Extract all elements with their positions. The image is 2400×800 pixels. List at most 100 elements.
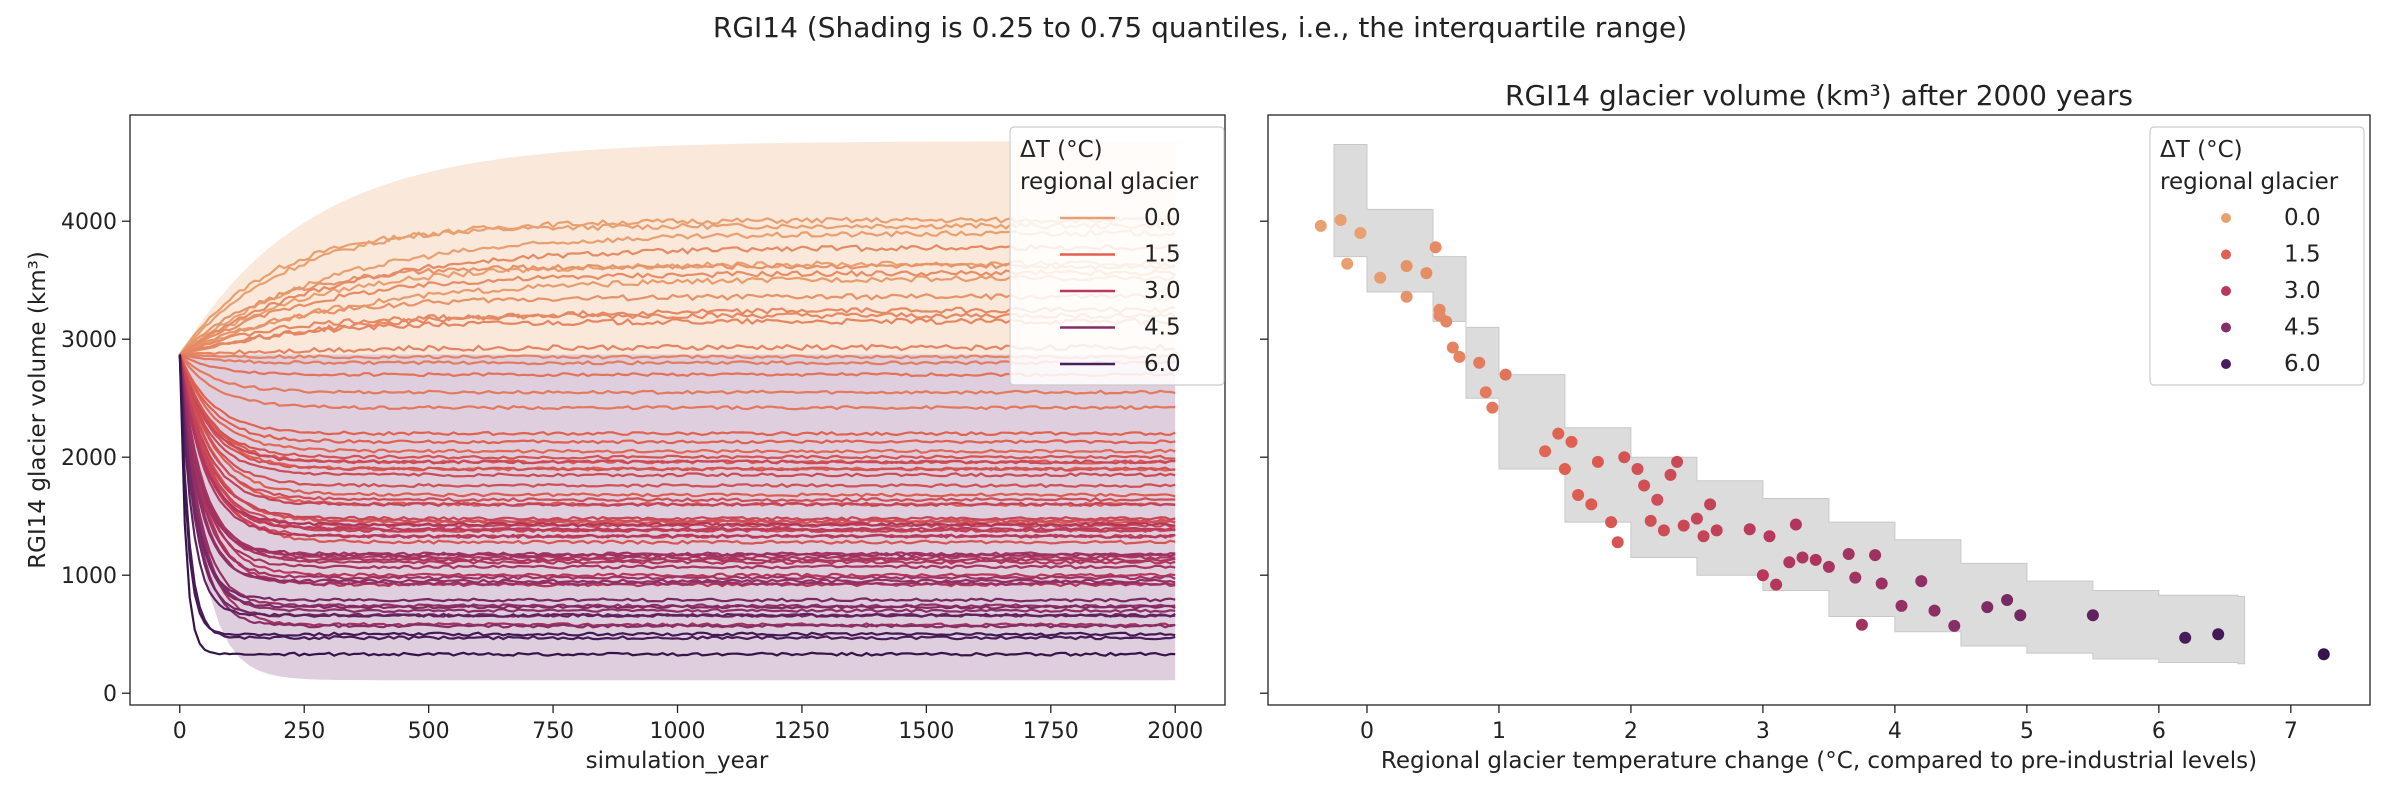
legend-box [1010, 127, 1224, 385]
scatter-point [1539, 445, 1551, 457]
scatter-point [1420, 267, 1432, 279]
scatter-point [2179, 632, 2191, 644]
legend-point-swatch [2221, 323, 2231, 333]
scatter-point [1566, 436, 1578, 448]
scatter-point [1810, 554, 1822, 566]
x-tick-label: 1 [1492, 719, 1506, 744]
left-legend: ΔT (°C) regional glacier 0.0 1.5 3.0 4.5 6.0 [1010, 127, 1224, 385]
y-tick-label: 2000 [61, 446, 117, 471]
scatter-point [1559, 463, 1571, 475]
scatter-point [1915, 575, 1927, 587]
legend-point-swatch [2221, 250, 2231, 260]
scatter-point [1849, 572, 1861, 584]
scatter-point [2087, 609, 2099, 621]
x-tick-label: 750 [532, 719, 574, 744]
scatter-point [1869, 549, 1881, 561]
legend-entry-label: 1.5 [1144, 242, 1181, 268]
scatter-point [1981, 601, 1993, 613]
y-tick-label: 0 [103, 682, 117, 707]
x-tick-label: 0 [1360, 719, 1374, 744]
left-x-axis-label: simulation_year [586, 748, 769, 774]
scatter-point [1341, 258, 1353, 270]
scatter-point [2212, 628, 2224, 640]
scatter-point [1486, 402, 1498, 414]
legend-entry-label: 4.5 [1144, 315, 1181, 341]
scatter-point [2318, 648, 2330, 660]
legend-entry-label: 0.0 [2284, 205, 2321, 231]
scatter-point [1651, 494, 1663, 506]
scatter-point [1678, 520, 1690, 532]
scatter-point [1632, 463, 1644, 475]
scatter-point [1315, 220, 1327, 232]
scatter-point [2001, 594, 2013, 606]
legend-entry-label: 6.0 [2284, 351, 2321, 377]
scatter-point [1797, 552, 1809, 564]
left-y-axis-label: RGI14 glacier volume (km³) [25, 251, 51, 569]
x-tick-label: 500 [408, 719, 450, 744]
right-x-axis-label: Regional glacier temperature change (°C,… [1381, 748, 2257, 774]
scatter-point [1698, 530, 1710, 542]
x-tick-label: 3 [1756, 719, 1770, 744]
scatter-point [1948, 620, 1960, 632]
scatter-point [1430, 241, 1442, 253]
x-tick-label: 7 [2284, 719, 2298, 744]
scatter-point [1645, 515, 1657, 527]
scatter-point [1354, 227, 1366, 239]
legend-title-line2: regional glacier [1020, 169, 1199, 195]
legend-box [2150, 127, 2364, 385]
x-tick-label: 250 [283, 719, 325, 744]
x-tick-label: 2000 [1147, 719, 1203, 744]
y-tick-label: 4000 [61, 210, 117, 235]
legend-point-swatch [2221, 359, 2231, 369]
legend-title-line1: ΔT (°C) [2160, 137, 2243, 163]
scatter-point [1453, 351, 1465, 363]
x-tick-label: 5 [2020, 719, 2034, 744]
scatter-point [1592, 456, 1604, 468]
scatter-point [1552, 428, 1564, 440]
x-tick-label: 4 [1888, 719, 1902, 744]
x-tick-label: 1500 [898, 719, 954, 744]
scatter-point [1473, 357, 1485, 369]
scatter-point [1876, 578, 1888, 590]
legend-entry-label: 4.5 [2284, 315, 2321, 341]
scatter-point [1440, 316, 1452, 328]
scatter-point [1783, 556, 1795, 568]
scatter-point [1790, 519, 1802, 531]
legend-entry-label: 1.5 [2284, 242, 2321, 268]
scatter-point [1671, 456, 1683, 468]
legend-title-line2: regional glacier [2160, 169, 2339, 195]
scatter-point [1704, 498, 1716, 510]
x-tick-label: 2 [1624, 719, 1638, 744]
legend-title-line1: ΔT (°C) [1020, 137, 1103, 163]
scatter-point [1770, 579, 1782, 591]
scatter-point [1856, 619, 1868, 631]
x-tick-label: 1250 [774, 719, 830, 744]
scatter-point [1757, 569, 1769, 581]
scatter-point [1612, 536, 1624, 548]
x-tick-label: 6 [2152, 719, 2166, 744]
right-legend: ΔT (°C)regional glacier0.01.53.04.56.0 [2150, 127, 2364, 385]
legend-entry-label: 6.0 [1144, 351, 1181, 377]
scatter-point [1618, 451, 1630, 463]
figure-suptitle: RGI14 (Shading is 0.25 to 0.75 quantiles… [713, 11, 1687, 44]
scatter-point [1691, 513, 1703, 525]
x-tick-label: 1750 [1023, 719, 1079, 744]
scatter-point [1605, 516, 1617, 528]
scatter-point [1843, 548, 1855, 560]
legend-entry-label: 3.0 [1144, 278, 1181, 304]
scatter-point [1896, 600, 1908, 612]
scatter-point [1658, 524, 1670, 536]
y-tick-label: 3000 [61, 328, 117, 353]
scatter-point [1500, 369, 1512, 381]
scatter-point [1711, 524, 1723, 536]
x-tick-label: 1000 [650, 719, 706, 744]
scatter-point [1480, 386, 1492, 398]
right-chart-title: RGI14 glacier volume (km³) after 2000 ye… [1505, 79, 2133, 112]
scatter-point [1638, 480, 1650, 492]
y-tick-label: 1000 [61, 564, 117, 589]
scatter-point [1764, 530, 1776, 542]
scatter-point [1585, 498, 1597, 510]
scatter-point [1744, 523, 1756, 535]
scatter-point [1335, 214, 1347, 226]
